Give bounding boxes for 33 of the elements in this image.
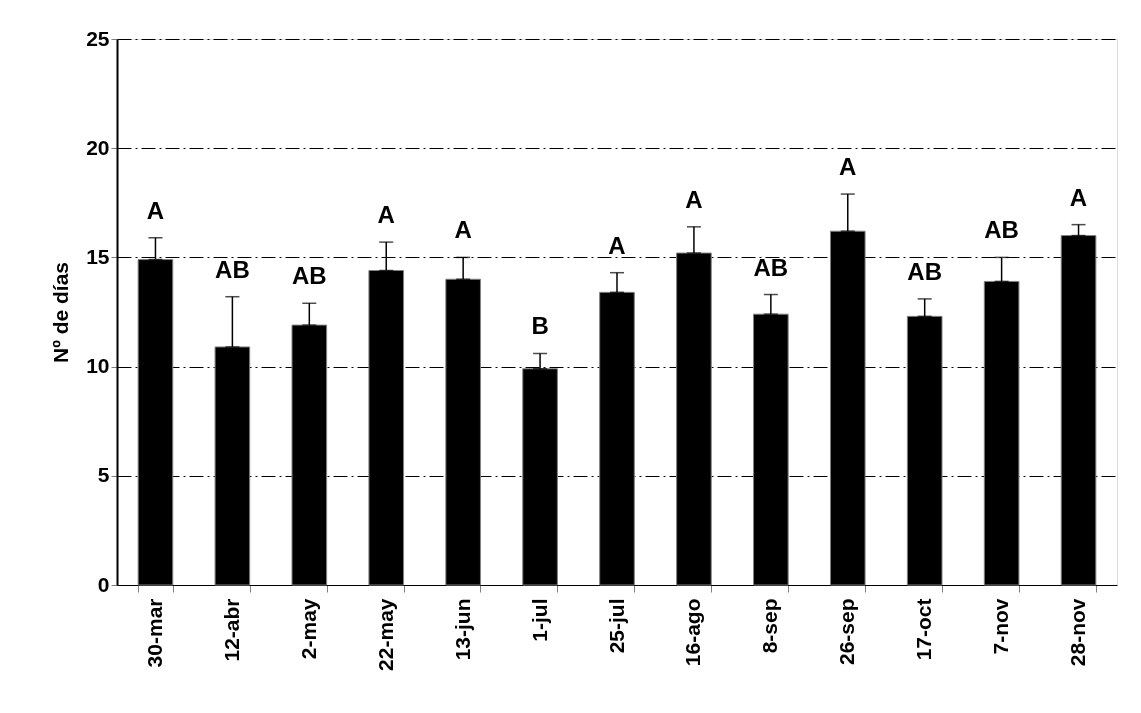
- x-tick-label: 25-jul: [604, 598, 628, 654]
- x-tick-label: 2-may: [296, 598, 320, 660]
- y-tick-label: 10: [86, 354, 110, 378]
- x-tick-label: 28-nov: [1066, 598, 1090, 667]
- y-tick-label: 0: [97, 572, 110, 596]
- x-tick-label: 17-oct: [912, 598, 936, 661]
- annotation: A: [454, 216, 472, 244]
- annotation: AB: [984, 216, 1019, 244]
- annotation: AB: [291, 262, 327, 290]
- annotation: AB: [753, 253, 789, 281]
- y-axis-title: Nº de días: [49, 261, 73, 364]
- x-tick-label: 7-nov: [989, 598, 1013, 655]
- x-tick-label: 26-sep: [835, 598, 859, 666]
- y-tick-label: 15: [86, 244, 110, 268]
- x-tick-label: 16-ago: [681, 598, 705, 667]
- y-tick-label: 5: [97, 463, 110, 487]
- y-tick-label: 20: [86, 135, 110, 159]
- x-tick-label: 13-jun: [450, 598, 474, 661]
- y-tick-label: 25: [86, 26, 110, 50]
- x-tick-label: 30-mar: [142, 598, 166, 668]
- annotation: A: [377, 201, 395, 229]
- annotation: A: [839, 153, 857, 181]
- annotation: A: [685, 185, 703, 213]
- x-tick-label: 22-may: [373, 598, 397, 671]
- annotation: A: [1069, 183, 1088, 211]
- x-tick-label: 1-jul: [527, 598, 551, 642]
- annotation: AB: [215, 255, 250, 283]
- x-tick-label: 12-abr: [219, 598, 243, 662]
- annotation: A: [146, 196, 165, 224]
- annotation: B: [531, 312, 549, 340]
- x-tick-label: 8-sep: [758, 598, 782, 654]
- annotation: AB: [907, 257, 943, 285]
- annotation: A: [608, 231, 626, 259]
